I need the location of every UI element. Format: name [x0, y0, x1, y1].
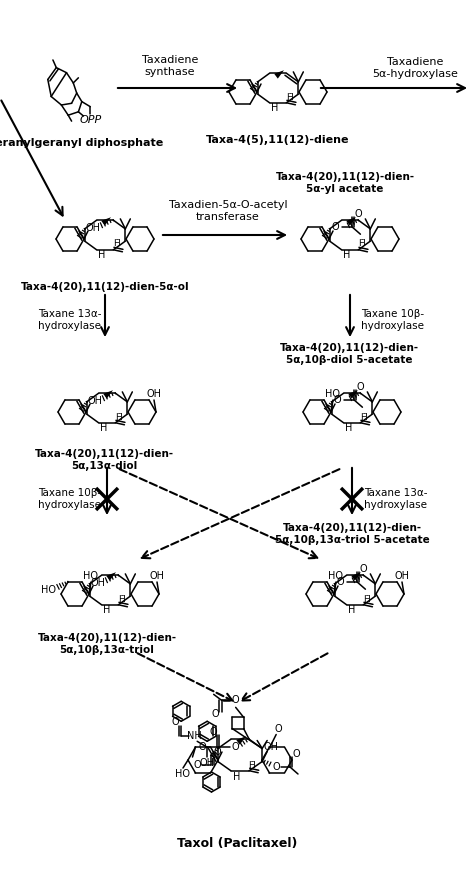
- Text: NH: NH: [187, 732, 201, 741]
- Text: OH: OH: [86, 223, 101, 233]
- Text: H: H: [233, 772, 241, 782]
- Text: OH: OH: [394, 571, 410, 581]
- Text: Taxa-4(20),11(12)-dien-
5α,13α-diol: Taxa-4(20),11(12)-dien- 5α,13α-diol: [35, 449, 173, 471]
- Text: H̄: H̄: [118, 595, 126, 603]
- Text: HO: HO: [175, 769, 191, 779]
- Polygon shape: [101, 217, 111, 226]
- Text: H̄: H̄: [359, 239, 365, 248]
- Text: O: O: [334, 395, 341, 405]
- Polygon shape: [106, 572, 116, 580]
- Text: O: O: [172, 717, 179, 727]
- Text: O: O: [194, 760, 201, 770]
- Text: OH: OH: [264, 741, 279, 751]
- Text: O: O: [231, 742, 239, 752]
- Text: HO: HO: [83, 571, 99, 581]
- Text: H̄: H̄: [287, 93, 293, 101]
- Polygon shape: [346, 217, 356, 226]
- Text: OH: OH: [149, 571, 164, 581]
- Text: O: O: [337, 578, 344, 587]
- Text: O: O: [292, 749, 300, 759]
- Text: Geranylgeranyl diphosphate: Geranylgeranyl diphosphate: [0, 138, 164, 148]
- Text: H: H: [103, 605, 111, 615]
- Text: Taxa-4(20),11(12)-dien-
5α,10β,13α-triol 5-acetate: Taxa-4(20),11(12)-dien- 5α,10β,13α-triol…: [274, 523, 429, 545]
- Text: H: H: [343, 250, 351, 260]
- Text: OPP: OPP: [79, 116, 101, 125]
- Polygon shape: [351, 572, 361, 580]
- Text: Taxa-4(20),11(12)-dien-
5α-yl acetate: Taxa-4(20),11(12)-dien- 5α-yl acetate: [275, 172, 415, 194]
- Text: O: O: [210, 727, 217, 737]
- Text: H̄: H̄: [361, 412, 367, 422]
- Text: O: O: [355, 209, 362, 219]
- Text: HO: HO: [328, 571, 344, 581]
- Polygon shape: [103, 390, 113, 399]
- Text: Taxa-4(5),11(12)-diene: Taxa-4(5),11(12)-diene: [206, 135, 350, 145]
- Text: H: H: [346, 423, 353, 433]
- Text: Taxane 13α-
hydroxylase: Taxane 13α- hydroxylase: [38, 309, 102, 331]
- Text: O: O: [360, 564, 367, 574]
- Text: HO: HO: [42, 585, 56, 595]
- Text: Taxadiene
5α-hydroxylase: Taxadiene 5α-hydroxylase: [372, 57, 458, 79]
- Text: H̄: H̄: [249, 760, 255, 770]
- Text: Taxa-4(20),11(12)-dien-5α-ol: Taxa-4(20),11(12)-dien-5α-ol: [21, 282, 189, 292]
- Text: Taxadiene
synthase: Taxadiene synthase: [142, 55, 198, 77]
- Text: Taxane 10β-
hydroxylase: Taxane 10β- hydroxylase: [38, 489, 101, 510]
- Text: OH: OH: [200, 758, 215, 768]
- Text: OH: OH: [91, 578, 106, 588]
- Text: Taxane 13α-
hydroxylase: Taxane 13α- hydroxylase: [364, 489, 428, 510]
- Text: H̄: H̄: [114, 239, 120, 248]
- Polygon shape: [236, 736, 246, 745]
- Text: H: H: [100, 423, 108, 433]
- Text: O: O: [356, 382, 364, 392]
- Text: H: H: [271, 103, 279, 113]
- Text: H: H: [348, 605, 356, 615]
- Text: Taxa-4(20),11(12)-dien-
5α,10β-diol 5-acetate: Taxa-4(20),11(12)-dien- 5α,10β-diol 5-ac…: [280, 344, 419, 365]
- Text: OH: OH: [146, 389, 162, 399]
- Text: O: O: [199, 742, 206, 752]
- Text: O: O: [272, 762, 280, 772]
- Text: H: H: [98, 250, 106, 260]
- Text: HO: HO: [326, 389, 340, 399]
- Text: OH: OH: [88, 396, 103, 406]
- Polygon shape: [274, 70, 284, 78]
- Text: O: O: [232, 695, 239, 706]
- Text: O: O: [212, 709, 219, 719]
- Text: Taxol (Paclitaxel): Taxol (Paclitaxel): [177, 837, 297, 849]
- Text: O: O: [274, 724, 282, 734]
- Text: Taxane 10β-
hydroxylase: Taxane 10β- hydroxylase: [362, 309, 425, 331]
- Text: O: O: [214, 747, 221, 757]
- Text: Taxadien-5α-Ο-acetyl
transferase: Taxadien-5α-Ο-acetyl transferase: [169, 200, 287, 222]
- Text: Taxa-4(20),11(12)-dien-
5α,10β,13α-triol: Taxa-4(20),11(12)-dien- 5α,10β,13α-triol: [37, 633, 176, 655]
- Text: H̄: H̄: [364, 595, 370, 603]
- Text: H̄: H̄: [116, 412, 122, 422]
- Text: O: O: [332, 222, 339, 232]
- Polygon shape: [348, 390, 358, 399]
